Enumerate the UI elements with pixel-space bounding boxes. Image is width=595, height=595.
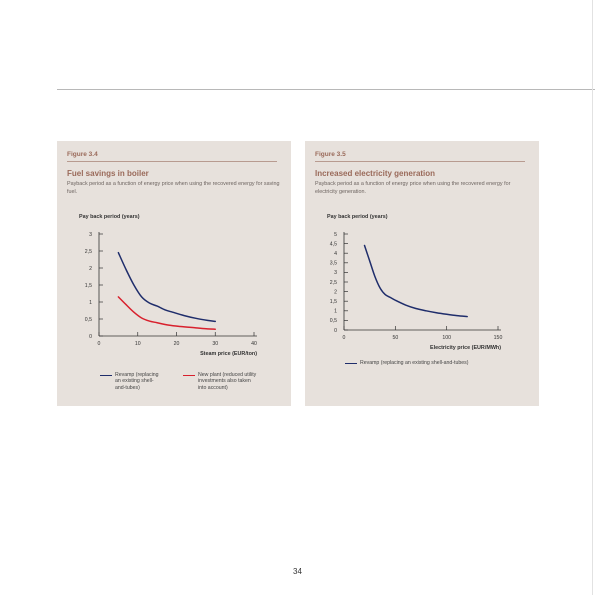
legend-label: Revamp (replacing an existing shell- and…: [115, 372, 159, 391]
y-tick-label: 3: [89, 232, 92, 238]
x-tick-label: 150: [494, 335, 503, 341]
figure-label: Figure 3.5: [315, 151, 346, 158]
legend-label-line: Revamp (replacing: [115, 372, 159, 378]
y-tick-label: 2: [89, 266, 92, 272]
y-tick-label: 2: [334, 289, 337, 295]
x-tick-label: 0: [98, 341, 101, 347]
y-tick-label: 0,5: [85, 317, 92, 323]
legend-swatch: [345, 363, 357, 365]
y-tick-label: 0,5: [330, 318, 337, 324]
x-tick-label: 20: [174, 341, 180, 347]
y-tick-label: 4: [334, 251, 337, 257]
y-tick-label: 2,5: [85, 249, 92, 255]
y-tick-label: 1,5: [330, 299, 337, 305]
x-tick-label: 40: [251, 341, 257, 347]
y-tick-label: 3,5: [330, 261, 337, 267]
x-tick-label: 0: [343, 335, 346, 341]
series-line: [117, 251, 216, 323]
electricity-generation-chart: 00,511,522,533,544,550 50 100 150Electricit…: [330, 232, 503, 351]
legend-label-line: investments also taken: [198, 378, 251, 385]
figure-title: Increased electricity generation: [315, 169, 436, 178]
legend-swatch: [183, 375, 195, 377]
figure-subtitle: Payback period as a function of energy p…: [315, 181, 511, 195]
y-tick-label: 0: [89, 334, 92, 340]
figure-rule: [315, 161, 525, 162]
x-tick-label: 30: [212, 341, 218, 347]
figure-3-5-panel: Figure 3.5 Increased electricity generat…: [305, 141, 539, 406]
y-axis-label: Pay back period (years): [79, 214, 140, 220]
header-rule: [57, 89, 595, 90]
y-tick-label: 3: [334, 270, 337, 276]
y-tick-label: 1: [89, 300, 92, 306]
page-number: 34: [293, 567, 302, 576]
y-tick-label: 4,5: [330, 241, 337, 247]
y-tick-label: 5: [334, 232, 337, 238]
y-tick-label: 1,5: [85, 283, 92, 289]
legend-label-line: and-tubes): [115, 384, 140, 391]
y-axis-label: Pay back period (years): [327, 214, 388, 220]
x-axis-label: Electricity price (EUR/MWh): [430, 345, 501, 351]
series-line: [117, 296, 216, 330]
figure-subtitle: Payback period as a function of energy p…: [67, 181, 280, 195]
legend-label: New plant (reduced utility investments a…: [198, 372, 256, 391]
figure-title: Fuel savings in boiler: [67, 169, 149, 178]
legend-label-line: an existing shell-: [115, 378, 154, 385]
page-edge-rule: [592, 0, 593, 595]
x-tick-label: 100: [442, 335, 451, 341]
x-tick-label: 50: [392, 335, 398, 341]
legend-label: Revamp (replacing an existing shell-and-…: [360, 360, 469, 366]
y-tick-label: 0: [334, 328, 337, 334]
legend-swatch: [100, 375, 112, 377]
figure-rule: [67, 161, 277, 162]
x-tick-label: 10: [135, 341, 141, 347]
legend-label-line: into account): [198, 384, 228, 391]
series-line: [363, 244, 468, 318]
figure-label: Figure 3.4: [67, 151, 98, 158]
y-tick-label: 1: [334, 309, 337, 315]
figure-3-4-panel: Figure 3.4 Fuel savings in boiler Paybac…: [57, 141, 291, 406]
legend-label-line: New plant (reduced utility: [198, 372, 257, 378]
y-tick-label: 2,5: [330, 280, 337, 286]
x-axis-label: Steam price (EUR/ton): [200, 351, 257, 357]
